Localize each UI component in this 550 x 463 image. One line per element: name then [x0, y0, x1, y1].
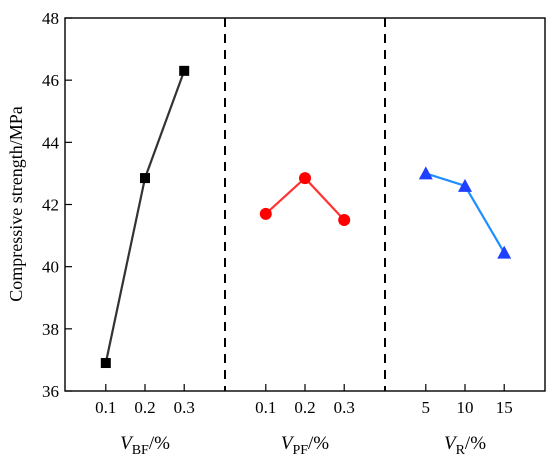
y-tick-label: 40 [42, 258, 59, 277]
plot-area-frame [64, 17, 546, 392]
x-tick-label: 0.2 [294, 398, 315, 417]
y-tick-label: 38 [42, 320, 59, 339]
y-axis-label: Compressive strength/MPa [6, 106, 26, 302]
y-axis: 36 38 40 42 44 46 48 [42, 9, 72, 401]
x-tick-label: 5 [422, 398, 431, 417]
panel-2: 0.1 0.2 0.3 VPF/% [255, 172, 355, 458]
x-tick-label: 15 [496, 398, 513, 417]
y-tick-label: 44 [42, 133, 60, 152]
x-axis-label: VPF/% [281, 433, 329, 458]
series-line [104, 70, 186, 364]
x-tick-label: 0.1 [95, 398, 116, 417]
y-tick-label: 36 [42, 382, 59, 401]
data-point [259, 207, 272, 220]
x-tick-label: 0.3 [334, 398, 355, 417]
panel-3: 5 10 15 VR/% [418, 166, 513, 458]
x-axis-label: VBF/% [120, 433, 170, 458]
data-point [338, 214, 351, 227]
x-tick-label: 0.2 [134, 398, 155, 417]
x-tick-label: 0.1 [255, 398, 276, 417]
x-axis-label: VR/% [444, 433, 486, 458]
data-point [418, 166, 433, 180]
data-point [497, 245, 512, 259]
data-point [299, 172, 311, 185]
data-point [100, 358, 111, 369]
data-point [179, 65, 190, 76]
data-point [458, 178, 472, 192]
y-tick-label: 46 [42, 71, 59, 90]
y-tick-label: 42 [42, 196, 59, 215]
x-tick-label: 10 [457, 398, 474, 417]
x-tick-label: 0.3 [174, 398, 195, 417]
series-line [265, 176, 346, 221]
data-point [140, 173, 150, 184]
y-tick-label: 48 [42, 9, 59, 28]
